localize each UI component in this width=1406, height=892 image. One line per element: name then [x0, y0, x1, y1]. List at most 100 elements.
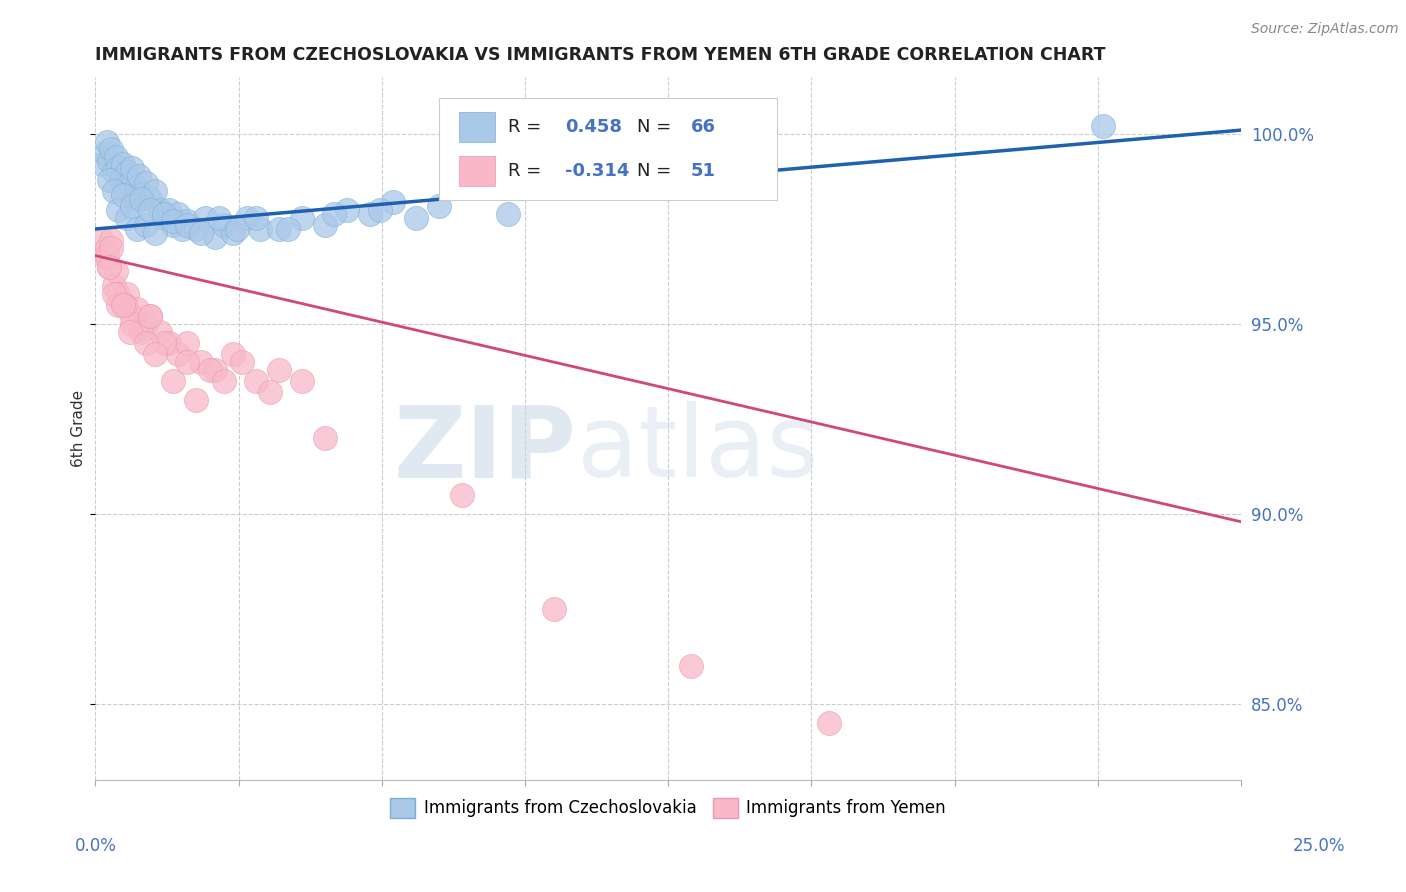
- Point: [212, 218, 235, 232]
- Point: [124, 192, 146, 206]
- Point: [148, 202, 170, 217]
- Text: 51: 51: [692, 161, 716, 180]
- Point: [157, 336, 180, 351]
- Point: [291, 211, 314, 225]
- Point: [107, 161, 129, 175]
- Point: [167, 207, 190, 221]
- Point: [359, 207, 381, 221]
- Point: [96, 249, 118, 263]
- Point: [121, 310, 143, 324]
- Point: [129, 187, 152, 202]
- Point: [212, 374, 235, 388]
- Point: [245, 374, 267, 388]
- Point: [314, 218, 336, 232]
- Point: [322, 207, 344, 221]
- Point: [98, 153, 121, 168]
- Point: [91, 233, 114, 247]
- Point: [114, 298, 136, 312]
- Point: [167, 347, 190, 361]
- Point: [226, 222, 249, 236]
- Text: 0.458: 0.458: [565, 118, 621, 136]
- Point: [143, 226, 166, 240]
- Point: [103, 279, 125, 293]
- Point: [162, 214, 184, 228]
- Point: [118, 177, 141, 191]
- Point: [118, 325, 141, 339]
- Point: [93, 145, 115, 160]
- Point: [129, 325, 152, 339]
- Point: [103, 286, 125, 301]
- Point: [107, 298, 129, 312]
- Point: [103, 165, 125, 179]
- Point: [204, 362, 226, 376]
- Point: [125, 222, 148, 236]
- Point: [100, 241, 122, 255]
- Point: [129, 321, 152, 335]
- Text: IMMIGRANTS FROM CZECHOSLOVAKIA VS IMMIGRANTS FROM YEMEN 6TH GRADE CORRELATION CH: IMMIGRANTS FROM CZECHOSLOVAKIA VS IMMIGR…: [96, 46, 1107, 64]
- Point: [148, 325, 170, 339]
- Text: 66: 66: [692, 118, 716, 136]
- Point: [368, 202, 391, 217]
- FancyBboxPatch shape: [458, 156, 495, 186]
- Point: [176, 218, 198, 232]
- Point: [114, 184, 136, 198]
- Point: [382, 195, 405, 210]
- Text: R =: R =: [508, 161, 547, 180]
- FancyBboxPatch shape: [439, 98, 778, 200]
- Text: 25.0%: 25.0%: [1292, 837, 1346, 855]
- Point: [117, 211, 139, 225]
- Point: [190, 355, 212, 369]
- Point: [117, 286, 139, 301]
- Text: ZIP: ZIP: [394, 401, 576, 499]
- Point: [222, 347, 245, 361]
- Point: [105, 264, 128, 278]
- Point: [135, 317, 157, 331]
- Point: [105, 150, 128, 164]
- Point: [100, 142, 122, 156]
- Point: [162, 218, 184, 232]
- Text: R =: R =: [508, 118, 547, 136]
- Point: [277, 222, 299, 236]
- Point: [135, 177, 157, 191]
- Point: [186, 393, 208, 408]
- Point: [107, 202, 129, 217]
- Point: [1092, 120, 1115, 134]
- Point: [98, 172, 121, 186]
- Point: [231, 355, 253, 369]
- Point: [103, 184, 125, 198]
- Point: [204, 229, 226, 244]
- Point: [267, 362, 290, 376]
- Point: [107, 286, 129, 301]
- Point: [139, 310, 162, 324]
- Point: [96, 241, 118, 255]
- Point: [198, 362, 221, 376]
- Point: [139, 202, 162, 217]
- Point: [111, 298, 134, 312]
- Point: [259, 385, 281, 400]
- Point: [451, 488, 474, 502]
- Y-axis label: 6th Grade: 6th Grade: [72, 390, 86, 467]
- Point: [208, 211, 231, 225]
- Point: [681, 659, 703, 673]
- Point: [128, 169, 150, 183]
- Point: [143, 347, 166, 361]
- Point: [194, 211, 217, 225]
- Point: [96, 135, 118, 149]
- Point: [139, 310, 162, 324]
- Point: [235, 211, 257, 225]
- Point: [111, 187, 134, 202]
- Point: [117, 165, 139, 179]
- Point: [496, 207, 519, 221]
- Point: [291, 374, 314, 388]
- Point: [162, 374, 184, 388]
- Point: [135, 218, 157, 232]
- Point: [93, 249, 115, 263]
- Point: [98, 260, 121, 274]
- Text: N =: N =: [637, 161, 678, 180]
- Point: [405, 211, 427, 225]
- Point: [172, 222, 194, 236]
- Point: [190, 226, 212, 240]
- Point: [176, 214, 198, 228]
- Point: [125, 180, 148, 194]
- FancyBboxPatch shape: [458, 112, 495, 142]
